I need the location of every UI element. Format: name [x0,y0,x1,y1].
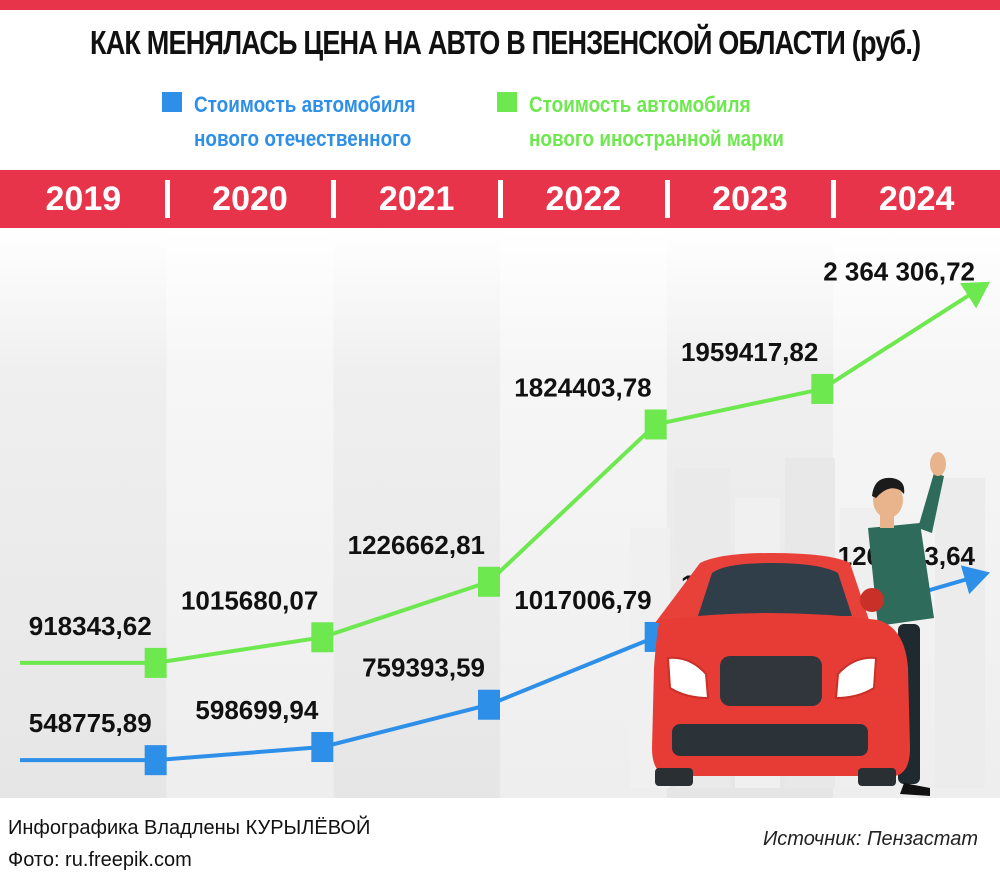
year-separator [331,180,337,218]
value-label-s1-2019: 918343,62 [29,611,152,641]
legend-foreign-line1: Стоимость автомобиля [529,92,751,117]
car-and-person-illustration [652,452,946,796]
value-label-s1-2021: 1226662,81 [348,530,485,560]
data-point-s1-2021 [478,566,500,597]
legend-domestic-line1: Стоимость автомобиля [194,92,416,117]
series-arrow-1 [960,281,990,309]
value-label-s1-2022: 1824403,78 [514,372,651,402]
value-label-s1-2024: 2 364 306,72 [823,256,975,286]
data-point-s1-2020 [311,622,334,653]
value-label-s0-2019: 548775,89 [29,708,152,738]
legend-foreign-label: Стоимость автомобиля нового иностранной … [529,88,784,156]
year-separator [831,180,837,218]
year-separator [164,180,170,218]
year-bar: 2019 2020 2021 2022 2023 2024 [0,170,1000,228]
legend-foreign-swatch [497,92,517,112]
year-label-2023: 2023 [712,180,788,218]
source-label: Источник: Пензастат [762,828,978,850]
year-label-2019: 2019 [45,180,122,218]
chart-title: КАК МЕНЯЛАСЬ ЦЕНА НА АВТО В ПЕНЗЕНСКОЙ О… [90,24,921,61]
credit-block: Инфографика Владлены КУРЫЛЁВОЙ Фото: ru.… [8,812,370,876]
year-label-2022: 2022 [545,180,622,218]
top-accent-bar [0,0,1000,10]
credit-author: Инфографика Владлены КУРЫЛЁВОЙ [8,817,371,839]
column-bg-2020 [166,228,334,798]
legend-domestic-swatch [162,92,182,112]
series-arrow-0 [960,565,990,595]
value-label-s0-2022: 1017006,79 [514,585,651,615]
data-point-s0-2019 [144,745,167,776]
year-label-2024: 2024 [878,180,955,218]
year-separator [498,180,503,218]
data-point-s0-2020 [311,732,334,763]
red-car-illustration [652,553,910,786]
column-bg-2021 [333,228,500,798]
legend-domestic-label: Стоимость автомобиля нового отечественно… [194,88,416,156]
data-point-s1-2022 [644,409,667,440]
value-label-s0-2021: 759393,59 [362,653,485,683]
data-point-s1-2023 [811,373,834,404]
credit-photo: Фото: ru.freepik.com [8,849,192,871]
value-label-s1-2023: 1959417,82 [681,337,818,367]
legend-domestic-line2: нового отечественного [194,126,412,151]
line-chart: 548775,89598699,94759393,591017006,79107… [0,228,1000,798]
year-separator [664,180,670,218]
data-point-s0-2021 [478,689,500,720]
year-label-2021: 2021 [378,180,455,218]
column-bg-2019 [0,228,167,798]
value-label-s1-2020: 1015680,07 [181,585,318,615]
legend-foreign-line2: нового иностранной марки [529,126,784,151]
data-point-s1-2019 [144,647,167,678]
value-label-s0-2020: 598699,94 [195,695,318,725]
year-label-2020: 2020 [212,180,288,218]
